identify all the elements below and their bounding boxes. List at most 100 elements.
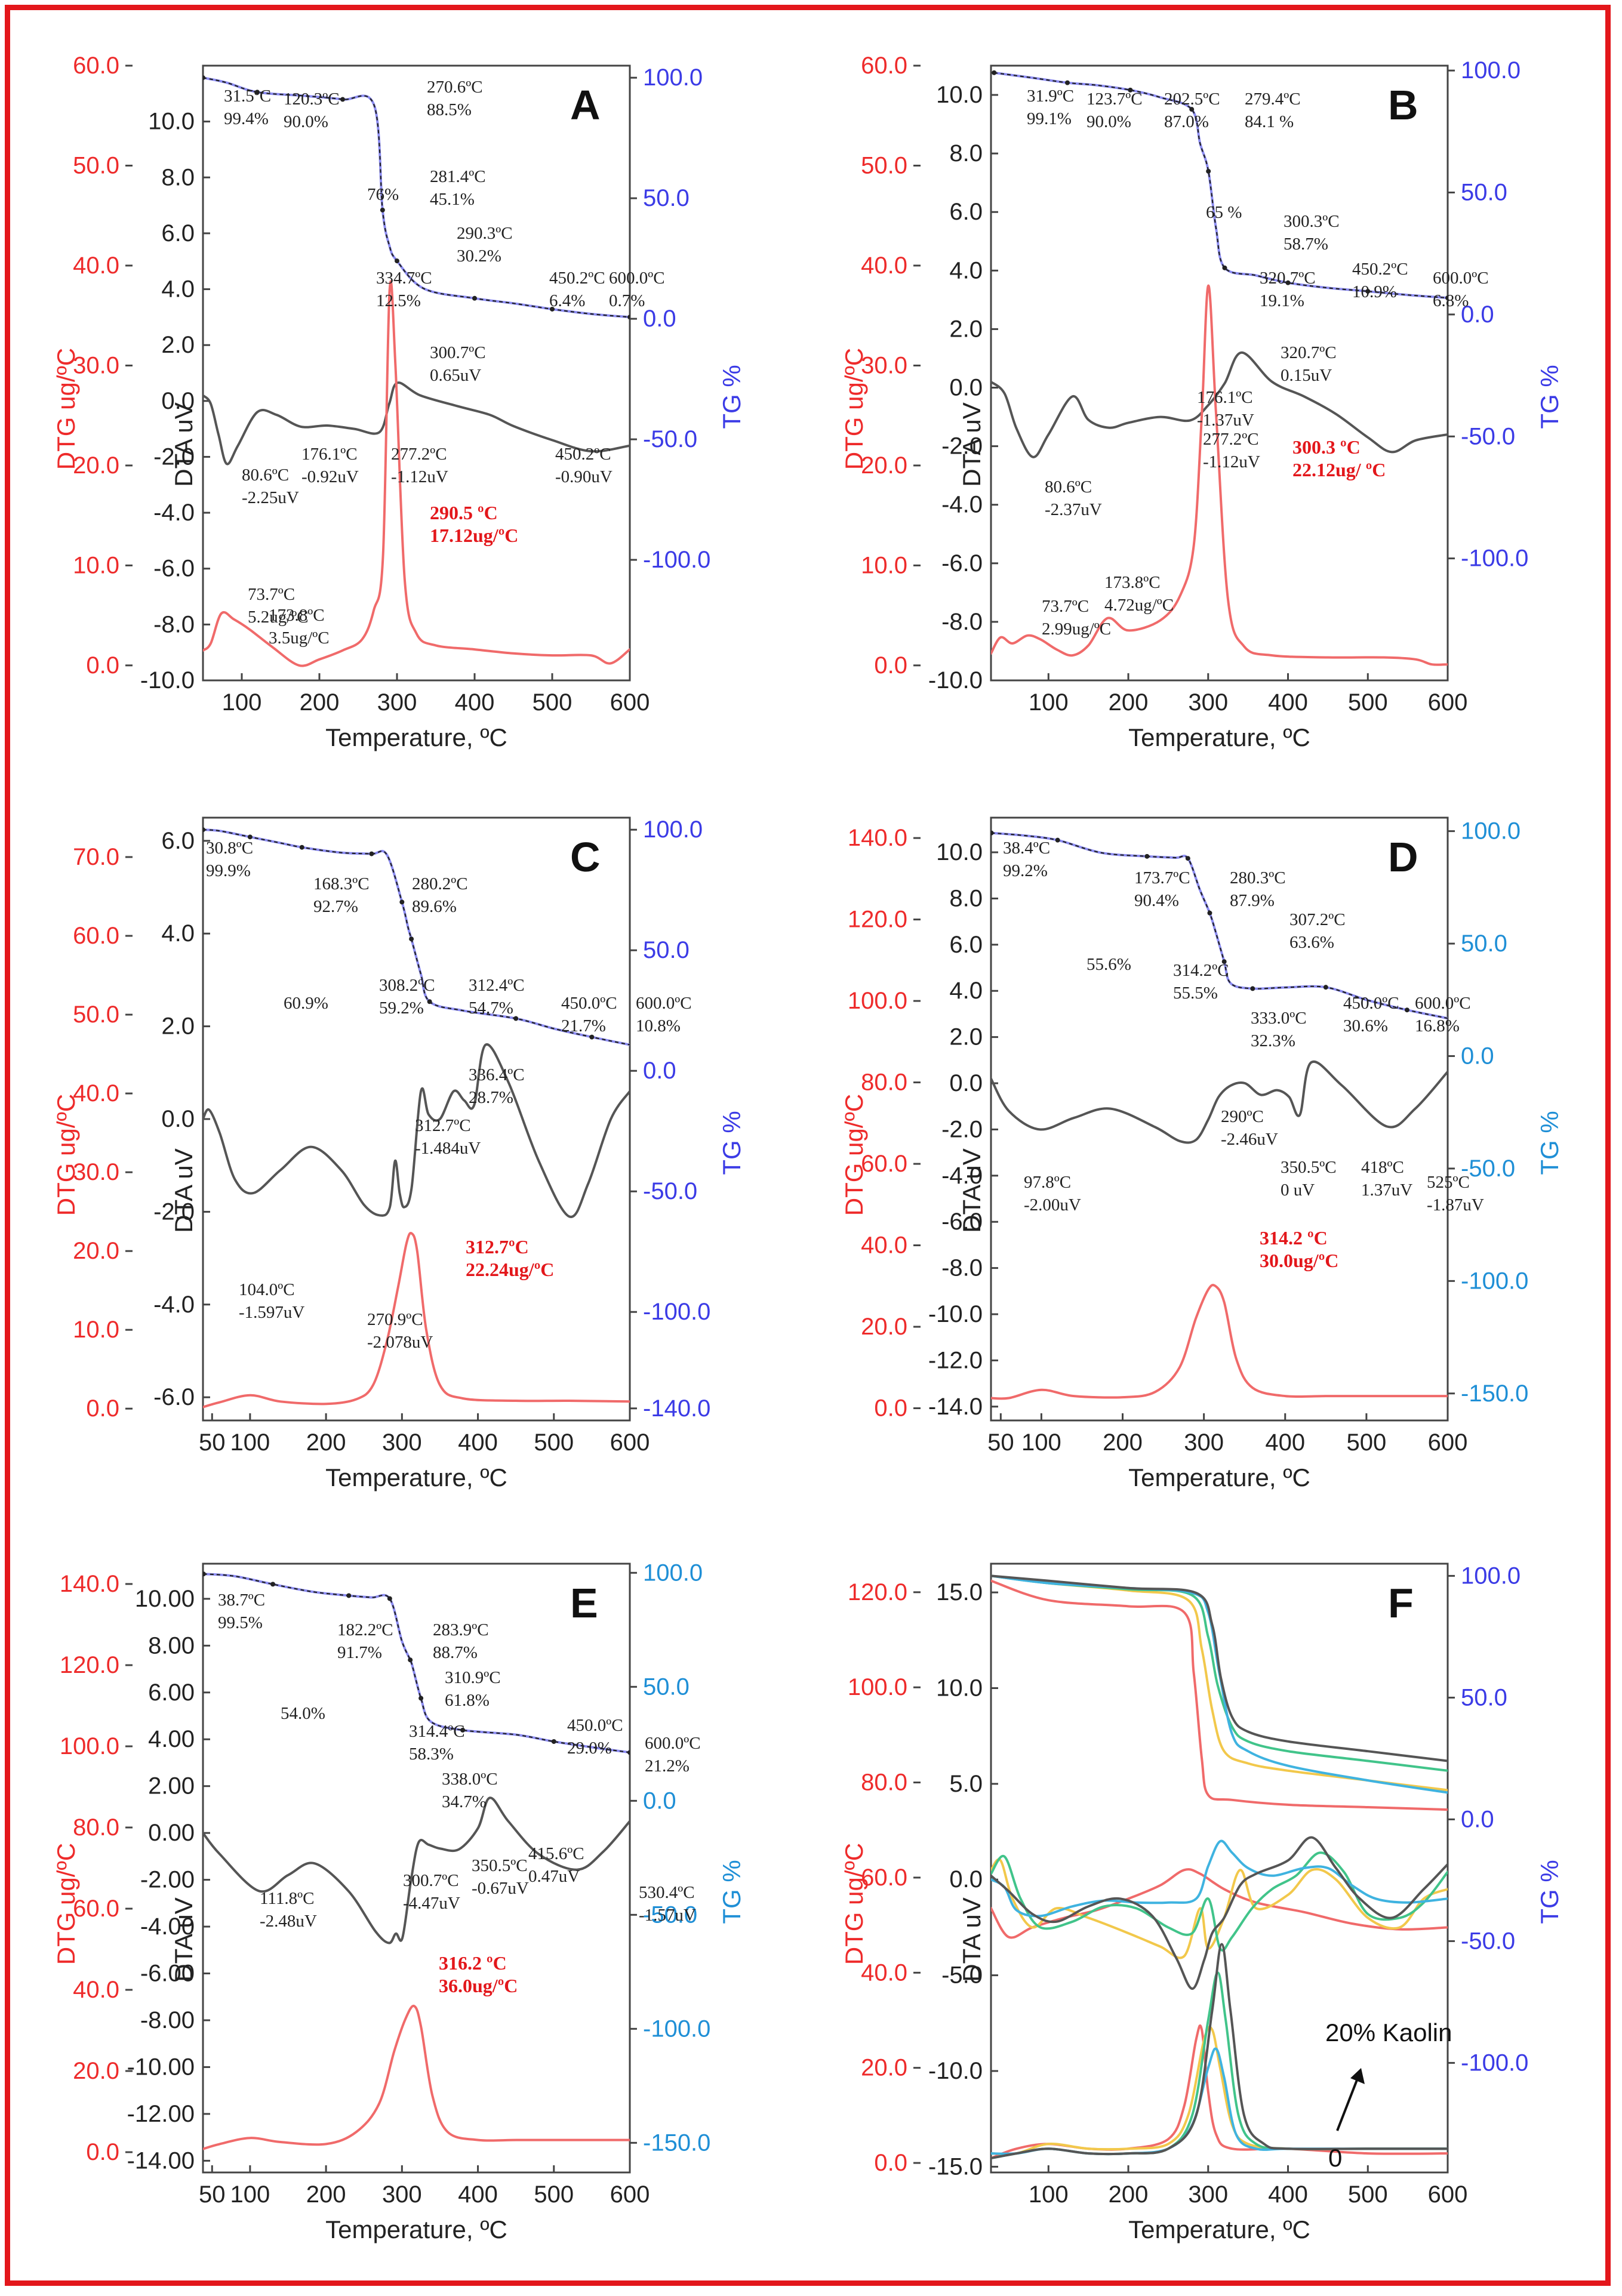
dta-axis-tick-label: 4.0 — [949, 257, 983, 283]
panel-label: B — [1388, 82, 1418, 128]
tg-axis-tick-label: -50.0 — [643, 1178, 697, 1204]
dtg-annotation: 173.8ºC — [1104, 573, 1161, 592]
tg-point — [418, 1696, 424, 1701]
dta-annotation: 176.1ºC — [1197, 388, 1253, 407]
tg-point — [513, 1016, 519, 1021]
tg-axis-tick-label: 50.0 — [1461, 930, 1507, 957]
x-axis-tick-label: 100 — [1029, 2181, 1069, 2208]
dta-axis-tick-label: 4.0 — [949, 978, 983, 1004]
x-axis-tick-label: 100 — [230, 1429, 270, 1456]
dta-axis-tick-label: -10.0 — [140, 667, 195, 694]
tg-point — [627, 1750, 630, 1755]
tg-annotation: 99.5% — [218, 1613, 263, 1632]
dta-axis-tick-label: 0.0 — [949, 375, 983, 401]
panel-label: A — [570, 82, 601, 128]
dtg-axis-title: DTG ug/ºC — [52, 1094, 80, 1216]
chart-panel-d: 0.0 20.0 40.0 60.0 80.0 100.0 120.0 140.0 -14.0 -… — [806, 800, 1563, 1492]
tg-annotation: 173.7ºC — [1134, 868, 1190, 887]
tg-point — [299, 845, 304, 850]
dta-axis-title: DTA uV — [958, 1148, 986, 1233]
series-group — [203, 827, 630, 1409]
tg-annotation: 99.9% — [206, 861, 251, 880]
x-axis-tick-label: 300 — [1188, 2181, 1228, 2208]
dta-axis-tick-label: 6.0 — [949, 932, 983, 958]
tg-annotation: 38.4ºC — [1003, 839, 1050, 858]
tg-annotation: 63.6% — [1289, 933, 1334, 952]
tg-annotation: 280.2ºC — [412, 874, 468, 893]
dtg-axis-tick-label: 140.0 — [60, 1571, 119, 1597]
tg-point — [589, 1034, 595, 1040]
dtg-axis-tick-label: 60.0 — [73, 1896, 119, 1922]
dta-axis-tick-label: -14.00 — [127, 2147, 195, 2174]
dtg-axis-tick-label: 60.0 — [861, 53, 907, 79]
dta-axis-tick-label: -10.0 — [928, 667, 983, 694]
peak-label: 22.24ug/ºC — [466, 1259, 554, 1280]
x-axis-title: Temperature, ºC — [1128, 2215, 1310, 2243]
chart-svg-e: 0.0 20.0 40.0 60.0 80.0 100.0 120.0 140.0 -14.00… — [52, 1560, 746, 2243]
series-line-20-tg — [991, 1574, 1448, 1762]
tg-point — [346, 1593, 352, 1598]
tg-annotation: 290.3ºC — [457, 224, 513, 243]
tg-annotation: 0.7% — [609, 291, 645, 310]
tg-point — [203, 75, 205, 81]
tg-annotation: 12.5% — [376, 291, 421, 310]
series-line-0-dta — [991, 1868, 1448, 1939]
tg-annotation: 336.4ºC — [469, 1065, 525, 1084]
dta-axis-tick-label: -6.00 — [140, 1961, 195, 1987]
dta-annotation: -1.12uV — [1203, 452, 1260, 471]
dta-axis-tick-label: 2.0 — [949, 1024, 983, 1050]
dta-annotation: -1.57uV — [639, 1906, 696, 1925]
x-axis-tick-label: 500 — [533, 689, 573, 716]
dta-annotation: 530.4ºC — [639, 1883, 695, 1902]
dta-axis-tick-label: -2.0 — [941, 1116, 983, 1142]
tg-annotation: 600.0ºC — [636, 994, 692, 1013]
dta-annotation: 97.8ºC — [1024, 1173, 1071, 1192]
tg-annotation: 30.8ºC — [206, 839, 253, 858]
tg-annotation: 300.3ºC — [1284, 212, 1340, 231]
dta-axis-tick-label: -10.0 — [928, 2058, 983, 2084]
x-axis-tick-label: 600 — [610, 1429, 650, 1456]
tg-point — [1128, 87, 1133, 93]
tg-point — [1445, 295, 1448, 301]
plot-area — [202, 64, 631, 682]
dta-axis-tick-label: 10.0 — [936, 839, 983, 865]
series-group — [991, 70, 1448, 666]
tg-annotation: 450.0ºC — [567, 1716, 623, 1735]
dtg-axis-tick-label: 30.0 — [861, 352, 907, 378]
tg-axis-tick-label: -50.0 — [643, 1901, 697, 1928]
tg-annotation: 84.1 % — [1245, 112, 1294, 131]
dta-axis-tick-label: 6.0 — [949, 199, 983, 225]
dta-axis-tick-label: -8.0 — [153, 611, 195, 637]
dtg-axis-tick-label: 140.0 — [848, 825, 907, 851]
legend-arrow — [1336, 2076, 1359, 2131]
x-axis-title: Temperature, ºC — [325, 2215, 507, 2243]
dta-axis-tick-label: 0.00 — [148, 1820, 195, 1846]
x-axis-tick-label: 200 — [1103, 1429, 1143, 1456]
x-axis-tick-label: 500 — [1348, 689, 1388, 716]
x-axis-tick-label: 400 — [1268, 2181, 1308, 2208]
dtg-axis-tick-label: 60.0 — [73, 53, 119, 79]
dtg-axis-tick-label: 60.0 — [73, 923, 119, 949]
dtg-axis-tick-label: 10.0 — [73, 552, 119, 578]
tg-axis-tick-label: 50.0 — [1461, 180, 1507, 206]
dta-annotation: 0.47uV — [528, 1867, 580, 1886]
plot-area — [990, 1562, 1449, 2174]
dtg-axis-title: DTG ug/ºC — [52, 1843, 80, 1965]
tg-annotation: 87.0% — [1164, 112, 1209, 131]
tg-axis-tick-label: -140.0 — [643, 1395, 710, 1422]
dta-axis-tick-label: -2.0 — [153, 1198, 195, 1225]
dtg-axis-tick-label: 40.0 — [73, 252, 119, 279]
tg-point — [408, 1657, 413, 1663]
tg-annotation: 600.0ºC — [645, 1734, 701, 1753]
series-line-dtg — [203, 2004, 630, 2150]
dta-axis-tick-label: -12.0 — [928, 1347, 983, 1373]
dtg-axis-title: DTG ug/ºC — [52, 348, 80, 470]
tg-annotation: 99.1% — [1027, 109, 1072, 128]
dta-annotation: 80.6ºC — [242, 466, 289, 485]
dta-annotation: 450.2ºC — [555, 445, 611, 464]
dtg-axis-tick-label: 60.0 — [861, 1864, 907, 1891]
dta-axis-tick-label: -10.0 — [928, 1301, 983, 1327]
series-group — [991, 830, 1448, 1400]
tg-annotation: 333.0ºC — [1251, 1009, 1307, 1028]
tg-axis-tick-label: 0.0 — [643, 1058, 676, 1084]
